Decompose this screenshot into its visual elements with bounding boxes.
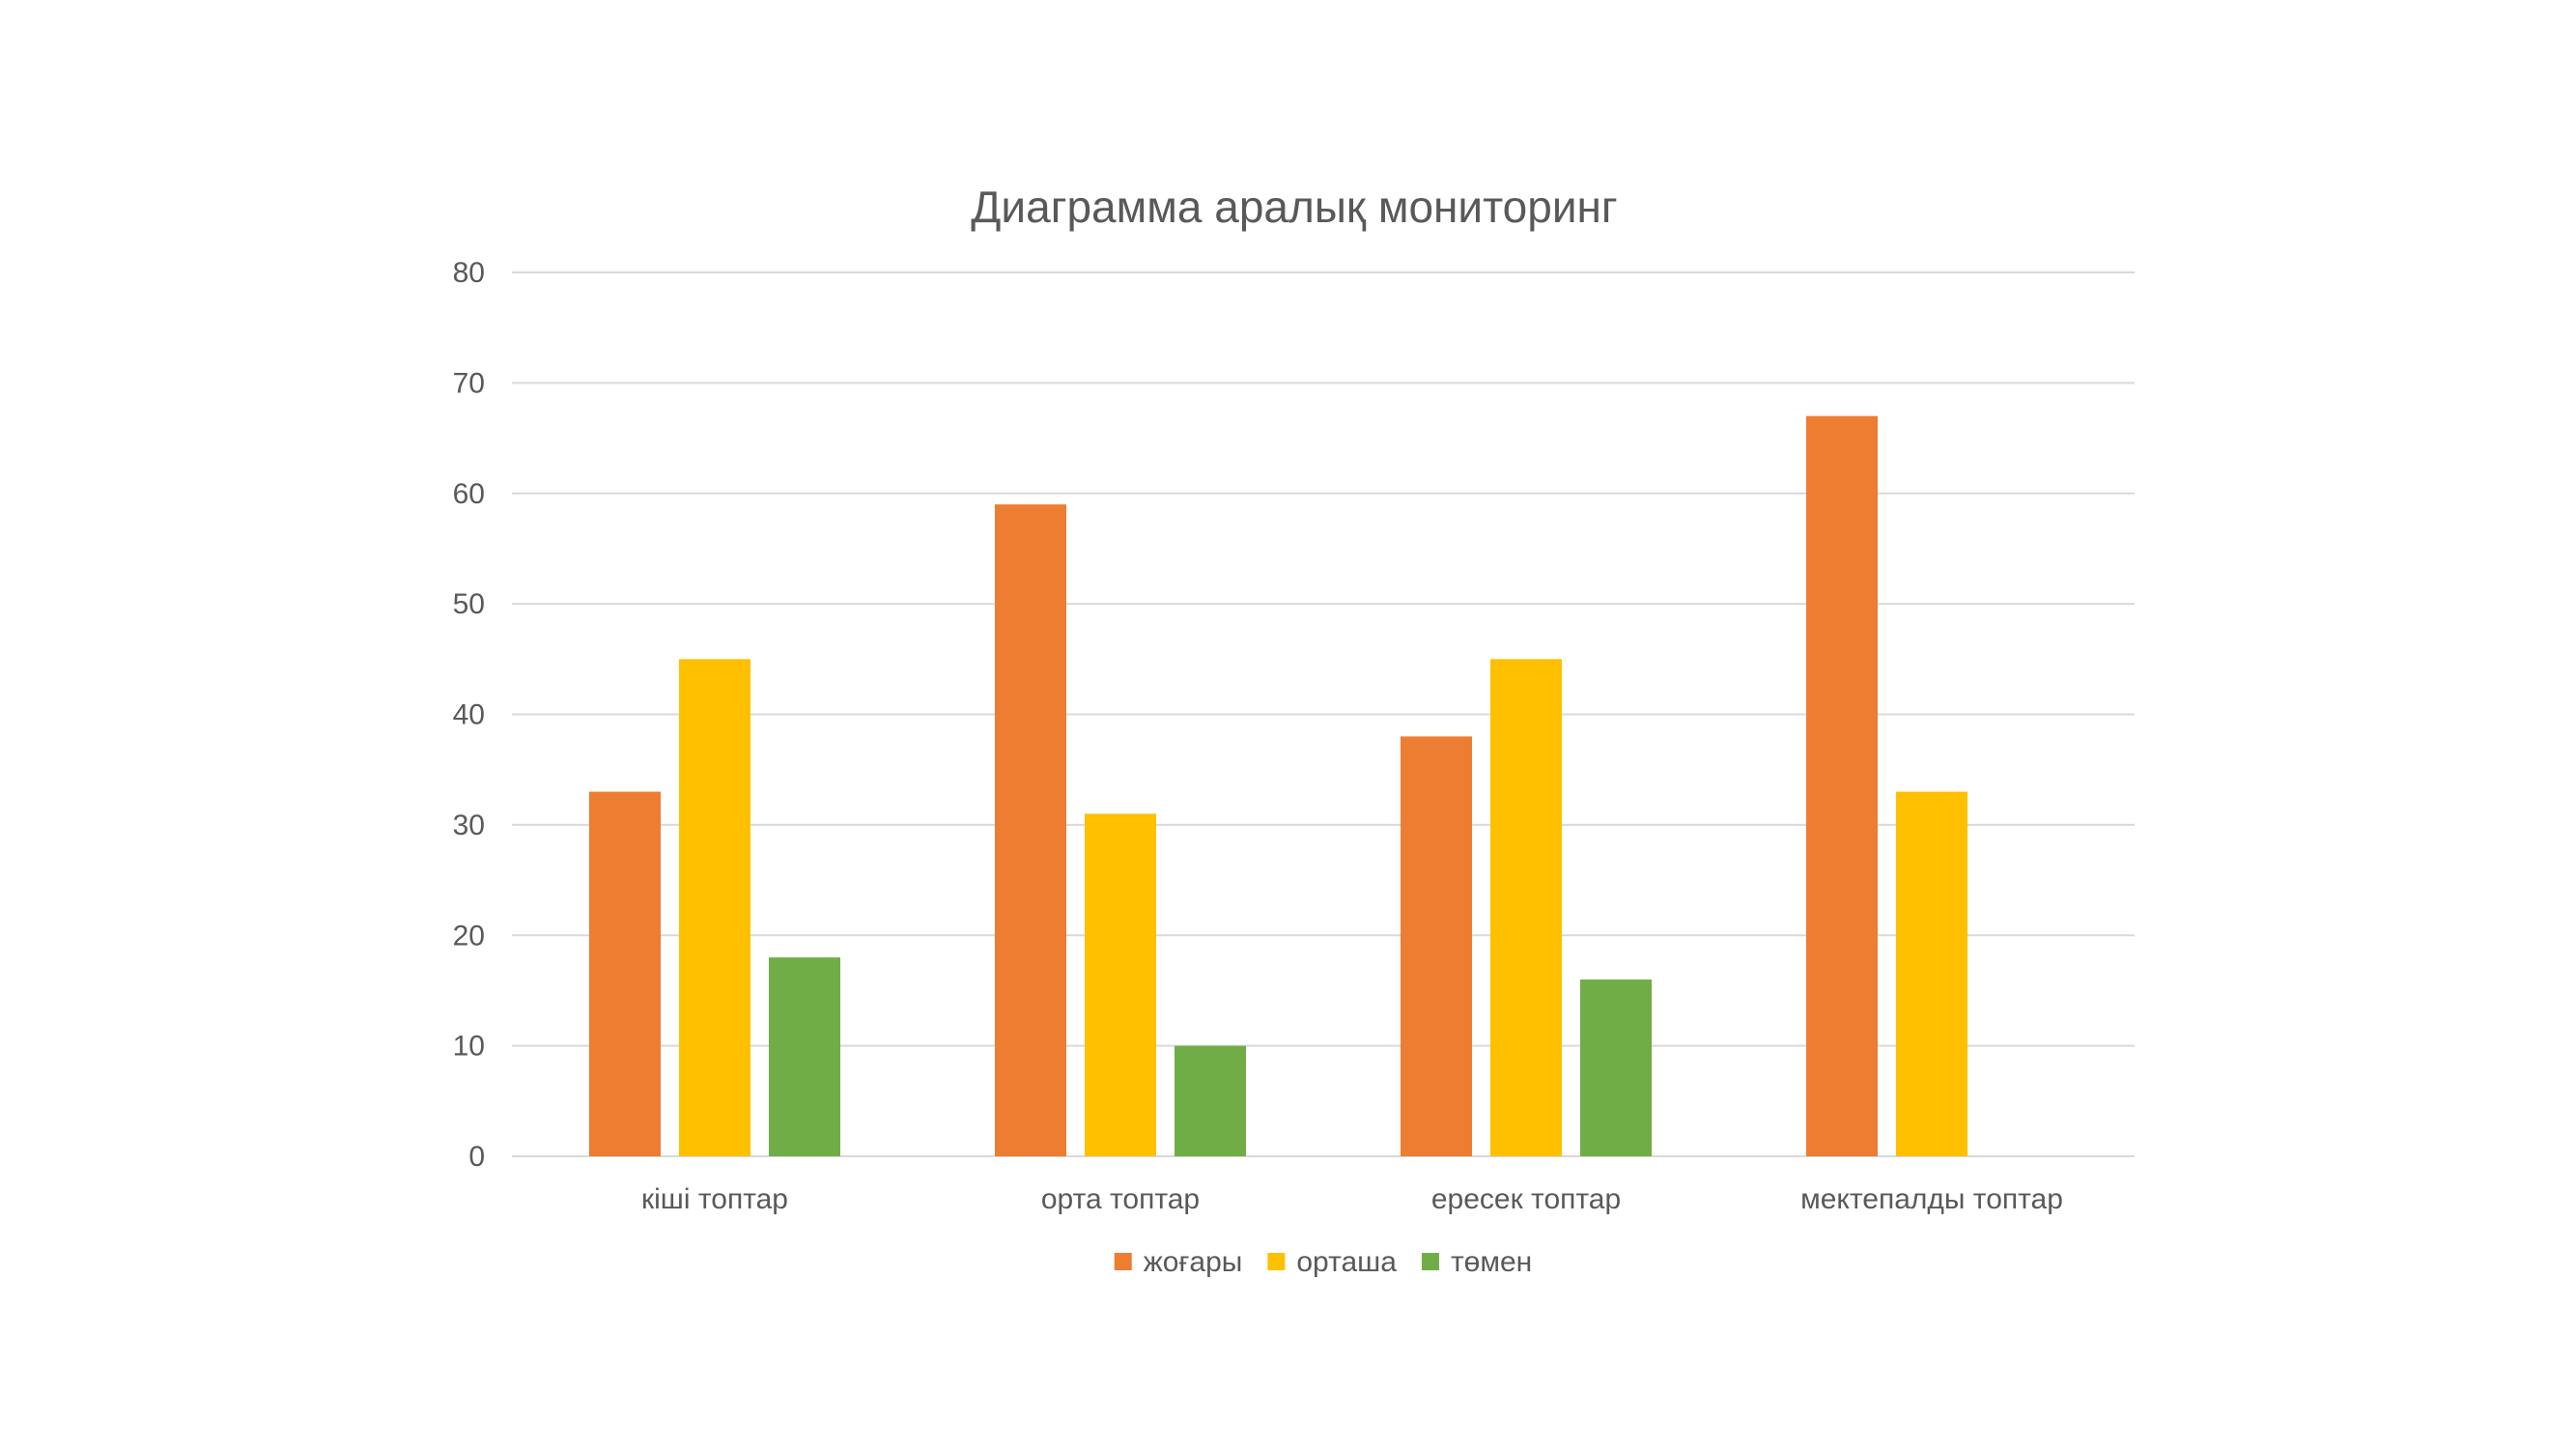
legend-swatch-2	[1267, 1253, 1286, 1270]
x-tick-label: ересек топтар	[1431, 1183, 1621, 1215]
bars	[589, 415, 1967, 1156]
x-tick-label: мектепалды топтар	[1800, 1183, 2063, 1215]
bar-3-2	[1490, 659, 1562, 1156]
y-tick-label: 20	[453, 920, 485, 952]
bar-1-1	[589, 791, 661, 1156]
bar-4-1	[1806, 415, 1878, 1156]
y-tick-label: 10	[453, 1031, 485, 1063]
bar-2-1	[995, 504, 1066, 1156]
y-tick-label: 50	[453, 588, 485, 620]
y-tick-label: 30	[453, 810, 485, 841]
chart-title: Диаграмма аралық мониторинг	[971, 182, 1617, 232]
legend-label: төмен	[1451, 1246, 1532, 1278]
bar-1-3	[769, 957, 840, 1156]
bar-3-1	[1401, 736, 1472, 1156]
bar-3-3	[1580, 980, 1652, 1156]
bar-4-2	[1896, 791, 1967, 1156]
y-axis-tick-labels: 0 10 20 30 40 50 60 70 80	[453, 257, 485, 1173]
y-tick-label: 80	[453, 257, 485, 289]
y-tick-label: 0	[468, 1141, 485, 1173]
legend-label: орташа	[1296, 1246, 1397, 1278]
x-tick-label: кіші топтар	[641, 1183, 788, 1215]
legend-label: жоғары	[1144, 1246, 1243, 1278]
legend: жоғары орташа төмен	[1114, 1246, 1532, 1278]
bar-2-3	[1175, 1045, 1246, 1156]
y-tick-label: 60	[453, 478, 485, 510]
bar-2-2	[1085, 813, 1156, 1156]
bar-1-2	[679, 659, 750, 1156]
legend-swatch-3	[1421, 1253, 1439, 1270]
y-tick-label: 70	[453, 367, 485, 399]
y-tick-label: 40	[453, 699, 485, 731]
x-tick-label: орта топтар	[1041, 1183, 1200, 1215]
x-axis-tick-labels: кіші топтар орта топтар ересек топтар мекте…	[641, 1183, 2063, 1215]
legend-swatch-1	[1114, 1253, 1132, 1270]
